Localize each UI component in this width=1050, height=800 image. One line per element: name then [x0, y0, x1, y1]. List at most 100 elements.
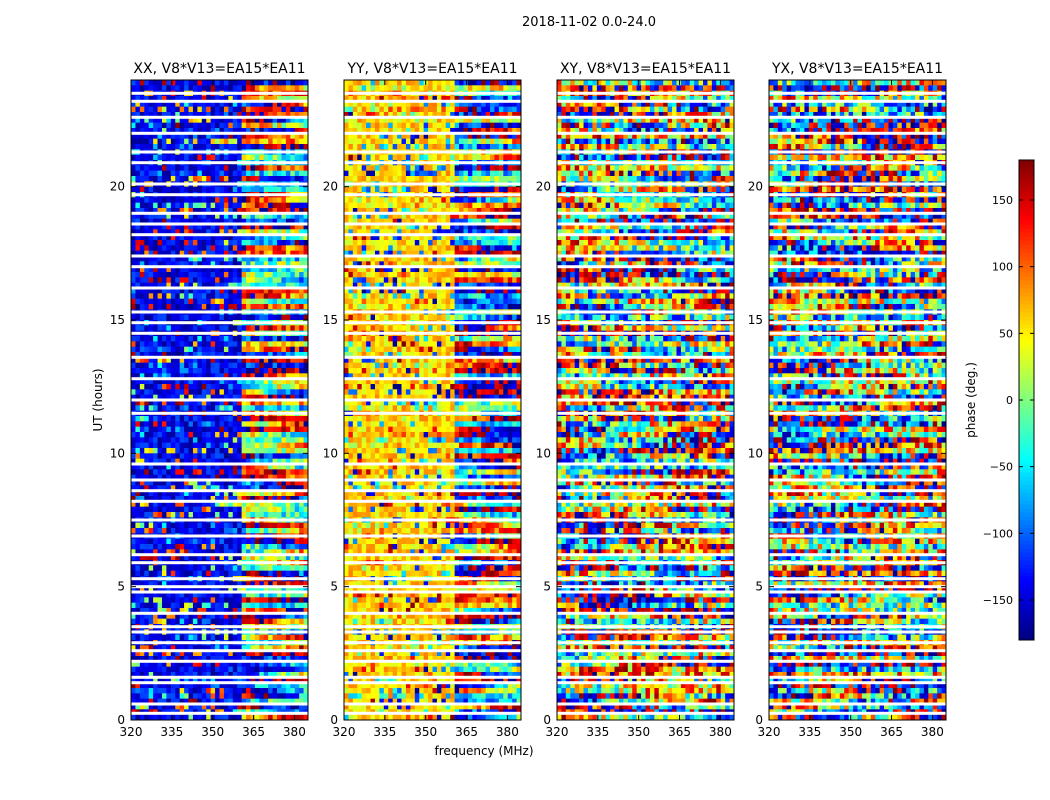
flagged-row-1-18 [344, 489, 521, 493]
colorbar-step-93 [1019, 264, 1034, 269]
flagged-row-1-7 [344, 630, 521, 634]
panel-1-ytick-label-15: 15 [323, 313, 338, 327]
colorbar-step-83 [1019, 304, 1034, 309]
colorbar-step-7 [1019, 608, 1034, 613]
flagged-row-1-36 [344, 161, 521, 165]
flagged-row-3-7 [769, 630, 946, 634]
colorbar-step-109 [1019, 200, 1034, 205]
panel-1-ytick-label-0: 0 [330, 713, 338, 727]
colorbar-step-65 [1019, 376, 1034, 381]
flagged-row-1-29 [344, 265, 521, 269]
flagged-row-2-23 [557, 377, 734, 381]
flagged-row-0-26 [131, 321, 308, 325]
flagged-row-1-21 [344, 411, 521, 415]
flagged-row-1-33 [344, 211, 521, 215]
panel-2-frame [556, 79, 735, 721]
flagged-row-1-30 [344, 254, 521, 258]
panel-0-frame [130, 79, 309, 721]
flagged-row-3-0 [769, 711, 946, 715]
flagged-row-2-18 [557, 489, 734, 493]
flagged-row-0-38 [131, 131, 308, 135]
flagged-row-3-38 [769, 131, 946, 135]
colorbar-step-33 [1019, 504, 1034, 509]
colorbar-step-70 [1019, 356, 1034, 361]
flagged-row-2-33 [557, 211, 734, 215]
colorbar-step-11 [1019, 592, 1034, 597]
colorbar: −150 −100 −50 0 50 100 150 [983, 159, 1035, 641]
flagged-row-2-11 [557, 585, 734, 589]
colorbar-step-61 [1019, 392, 1034, 397]
colorbar-step-38 [1019, 484, 1034, 489]
flagged-row-0-24 [131, 355, 308, 359]
flagged-row-0-18 [131, 489, 308, 493]
colorbar-step-60 [1019, 396, 1034, 401]
panel-0-xtick-label-320: 320 [120, 725, 143, 739]
colorbar-step-3 [1019, 624, 1034, 629]
flagged-row-0-14 [131, 553, 308, 557]
colorbar-step-53 [1019, 424, 1034, 429]
flagged-row-1-10 [344, 590, 521, 594]
colorbar-step-101 [1019, 232, 1034, 237]
colorbar-step-95 [1019, 256, 1034, 261]
panel-3-ytick-label-15: 15 [748, 313, 763, 327]
flagged-row-1-12 [344, 577, 521, 581]
colorbar-step-51 [1019, 432, 1034, 437]
flagged-row-2-13 [557, 561, 734, 565]
flagged-row-3-28 [769, 286, 946, 290]
colorbar-step-17 [1019, 568, 1034, 573]
colorbar-step-55 [1019, 416, 1034, 421]
colorbar-step-28 [1019, 524, 1034, 529]
flagged-row-2-35 [557, 182, 734, 186]
flagged-row-0-5 [131, 649, 308, 653]
panel-1-xtick-label-380: 380 [496, 725, 519, 739]
flagged-row-2-31 [557, 233, 734, 237]
colorbar-step-10 [1019, 596, 1034, 601]
panel-3-ytick-label-5: 5 [755, 580, 763, 594]
colorbar-step-111 [1019, 192, 1034, 197]
colorbar-label: phase (deg.) [964, 362, 978, 438]
colorbar-step-115 [1019, 176, 1034, 181]
panel-3: YX, V8*V13=EA15*EA11 320 335 350 365 380 0 5 10 1… [748, 61, 947, 739]
flagged-row-0-40 [131, 99, 308, 103]
colorbar-step-85 [1019, 296, 1034, 301]
colorbar-step-47 [1019, 448, 1034, 453]
flagged-row-2-17 [557, 499, 734, 503]
flagged-row-1-4 [344, 659, 521, 663]
flagged-row-3-33 [769, 211, 946, 215]
colorbar-step-29 [1019, 520, 1034, 525]
colorbar-step-106 [1019, 212, 1034, 217]
flagged-row-0-21 [131, 411, 308, 415]
flagged-row-1-16 [344, 518, 521, 522]
colorbar-step-110 [1019, 196, 1034, 201]
flagged-row-1-26 [344, 321, 521, 325]
colorbar-tick-label-50: 50 [999, 327, 1013, 340]
colorbar-step-26 [1019, 532, 1034, 537]
colorbar-step-15 [1019, 576, 1034, 581]
colorbar-step-22 [1019, 548, 1034, 553]
colorbar-step-14 [1019, 580, 1034, 585]
panel-2-xtick-label-320: 320 [546, 725, 569, 739]
flagged-row-0-29 [131, 265, 308, 269]
flagged-row-1-0 [344, 711, 521, 715]
colorbar-step-21 [1019, 552, 1034, 557]
flagged-row-0-1 [131, 702, 308, 706]
flagged-row-0-9 [131, 611, 308, 615]
flagged-row-2-24 [557, 355, 734, 359]
panels: XX, V8*V13=EA15*EA11 320 335 350 365 380 0 5 10 1… [110, 61, 947, 739]
flagged-row-3-37 [769, 150, 946, 154]
flagged-row-2-22 [557, 398, 734, 402]
flagged-row-0-35 [131, 182, 308, 186]
colorbar-step-84 [1019, 300, 1034, 305]
flagged-row-2-27 [557, 310, 734, 314]
panel-1-ytick-label-10: 10 [323, 446, 338, 460]
panel-2-ytick-label-0: 0 [543, 713, 551, 727]
flagged-row-0-16 [131, 518, 308, 522]
flagged-row-0-4 [131, 659, 308, 663]
flagged-row-1-13 [344, 561, 521, 565]
colorbar-step-39 [1019, 480, 1034, 485]
panel-3-xtick-label-350: 350 [839, 725, 862, 739]
flagged-row-3-30 [769, 254, 946, 258]
flagged-row-2-10 [557, 590, 734, 594]
colorbar-step-94 [1019, 260, 1034, 265]
colorbar-step-23 [1019, 544, 1034, 549]
